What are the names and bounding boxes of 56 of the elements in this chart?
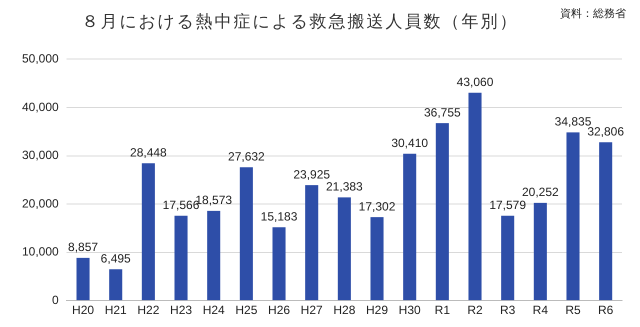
- bar: [436, 123, 449, 300]
- y-tick-label: 20,000: [22, 196, 60, 210]
- data-label: 32,806: [587, 124, 624, 139]
- data-label: 17,579: [489, 198, 526, 212]
- x-tick-label: R5: [565, 303, 581, 318]
- bar: [240, 167, 253, 300]
- data-label: 28,448: [130, 146, 168, 160]
- bar: [566, 132, 580, 300]
- data-label: 36,755: [424, 105, 462, 120]
- bar: [76, 258, 90, 300]
- x-tick-label: H29: [366, 303, 388, 318]
- y-tick-label: 40,000: [22, 100, 60, 114]
- x-tick-label: H21: [104, 303, 128, 318]
- y-tick-label: 50,000: [22, 52, 60, 66]
- chart-title: ８月における熱中症による救急搬送人員数（年別）: [82, 12, 518, 32]
- data-label: 20,252: [522, 185, 560, 200]
- bar: [305, 185, 318, 300]
- x-tick-label: R6: [598, 303, 614, 318]
- x-tick-label: R4: [532, 303, 548, 318]
- x-tick-label: H28: [333, 303, 356, 318]
- bar: [403, 154, 416, 300]
- bar: [501, 216, 514, 300]
- data-label: 21,383: [326, 180, 364, 194]
- x-tick-label: H23: [170, 303, 192, 318]
- x-tick-label: H20: [72, 303, 94, 318]
- data-label: 17,302: [358, 199, 396, 214]
- bar: [109, 269, 122, 300]
- bar: [142, 163, 155, 300]
- data-label: 23,925: [293, 167, 330, 182]
- data-label: 43,060: [456, 75, 494, 90]
- x-tick-label: R1: [434, 303, 450, 318]
- x-tick-label: H26: [268, 303, 290, 318]
- x-tick-label: H24: [202, 303, 226, 318]
- bar: [599, 142, 612, 300]
- x-tick-label: R3: [500, 303, 516, 318]
- y-tick-label: 10,000: [22, 244, 60, 259]
- data-label: 8,857: [68, 240, 98, 254]
- bar: [207, 210, 220, 300]
- bar: [174, 216, 188, 300]
- y-tick-label: 0: [52, 292, 60, 307]
- data-label: 30,410: [391, 136, 428, 150]
- data-label: 15,183: [260, 210, 298, 224]
- x-tick-label: H30: [398, 303, 422, 318]
- x-tick-label: R2: [467, 303, 484, 318]
- bar: [370, 217, 384, 300]
- bar: [468, 92, 482, 300]
- y-tick-label: 30,000: [22, 148, 60, 162]
- x-tick-label: H25: [235, 303, 258, 318]
- bar: [272, 227, 286, 300]
- data-label: 6,495: [100, 252, 132, 266]
- bar: [534, 202, 547, 300]
- x-tick-label: H27: [300, 303, 324, 318]
- data-label: 27,632: [228, 150, 266, 164]
- bar: [338, 197, 351, 300]
- text: 資料：総務省: [560, 6, 626, 21]
- x-tick-label: H22: [137, 303, 160, 318]
